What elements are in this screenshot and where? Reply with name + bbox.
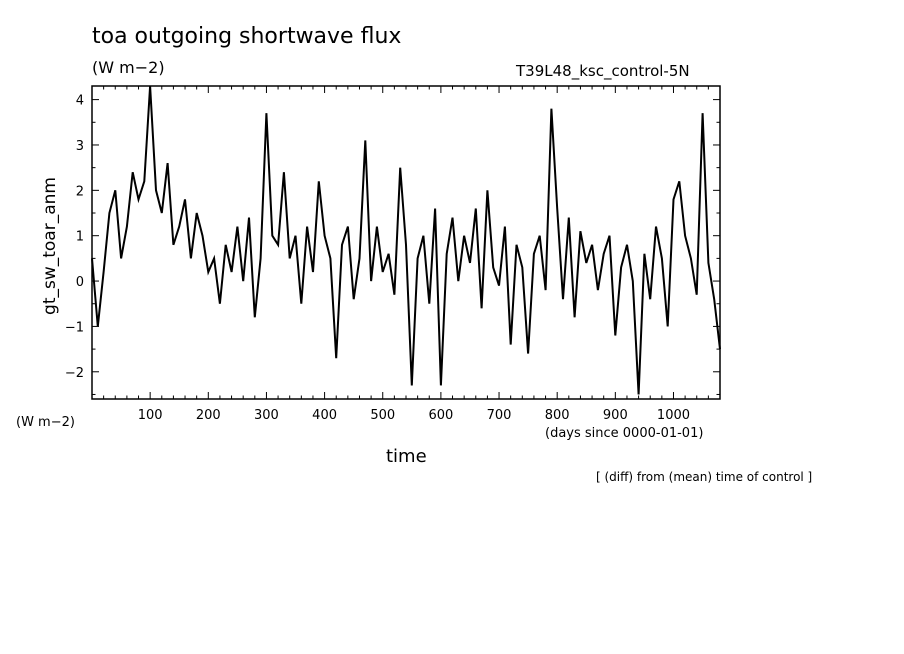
x-tick-label: 1000: [657, 408, 690, 423]
y-tick--1: −1: [65, 320, 720, 335]
x-tick-900: 900: [603, 86, 628, 423]
x-tick-300: 300: [254, 86, 279, 423]
diff-note: [ (diff) from (mean) time of control ]: [596, 470, 813, 484]
x-axis-label: time: [386, 446, 427, 467]
x-axis: 100 200 300 400 500 600 700 800 900 1000: [103, 86, 709, 423]
title-units: (W m−2): [92, 58, 165, 77]
x-tick-label: 700: [487, 408, 512, 423]
y-axis-units: (W m−2): [16, 415, 75, 430]
x-tick-label: 600: [428, 408, 453, 423]
y-tick-label: −1: [65, 320, 84, 335]
x-tick-label: 100: [138, 408, 163, 423]
y-tick-1: 1: [76, 230, 720, 245]
series-line-0: [91, 85, 721, 395]
x-tick-label: 400: [312, 408, 337, 423]
y-tick--2: −2: [65, 366, 720, 381]
chart-title: toa outgoing shortwave flux: [92, 24, 402, 49]
y-tick-0: 0: [76, 275, 720, 290]
x-tick-800: 800: [545, 86, 570, 423]
x-tick-label: 900: [603, 408, 628, 423]
y-tick-label: 1: [76, 230, 84, 245]
case-label: T39L48_ksc_control-5N: [516, 62, 690, 80]
x-tick-700: 700: [487, 86, 512, 423]
x-tick-600: 600: [428, 86, 453, 423]
x-tick-label: 200: [196, 408, 221, 423]
y-tick-label: 4: [76, 94, 84, 109]
y-axis: −2 −1 0 1 2 3 4: [65, 94, 720, 395]
y-tick-2: 2: [76, 184, 720, 199]
x-tick-label: 800: [545, 408, 570, 423]
x-tick-1000: 1000: [657, 86, 690, 423]
x-tick-500: 500: [370, 86, 395, 423]
y-tick-label: 2: [76, 184, 84, 199]
series-group: [91, 85, 721, 395]
plot-frame: [91, 85, 721, 400]
y-tick-4: 4: [76, 94, 720, 109]
x-tick-100: 100: [138, 86, 163, 423]
y-tick-label: 0: [76, 275, 84, 290]
x-axis-units: (days since 0000-01-01): [545, 426, 704, 441]
x-tick-label: 500: [370, 408, 395, 423]
y-tick-label: −2: [65, 366, 84, 381]
x-tick-400: 400: [312, 86, 337, 423]
x-tick-label: 300: [254, 408, 279, 423]
x-tick-200: 200: [196, 86, 221, 423]
y-tick-3: 3: [76, 139, 720, 154]
y-tick-label: 3: [76, 139, 84, 154]
